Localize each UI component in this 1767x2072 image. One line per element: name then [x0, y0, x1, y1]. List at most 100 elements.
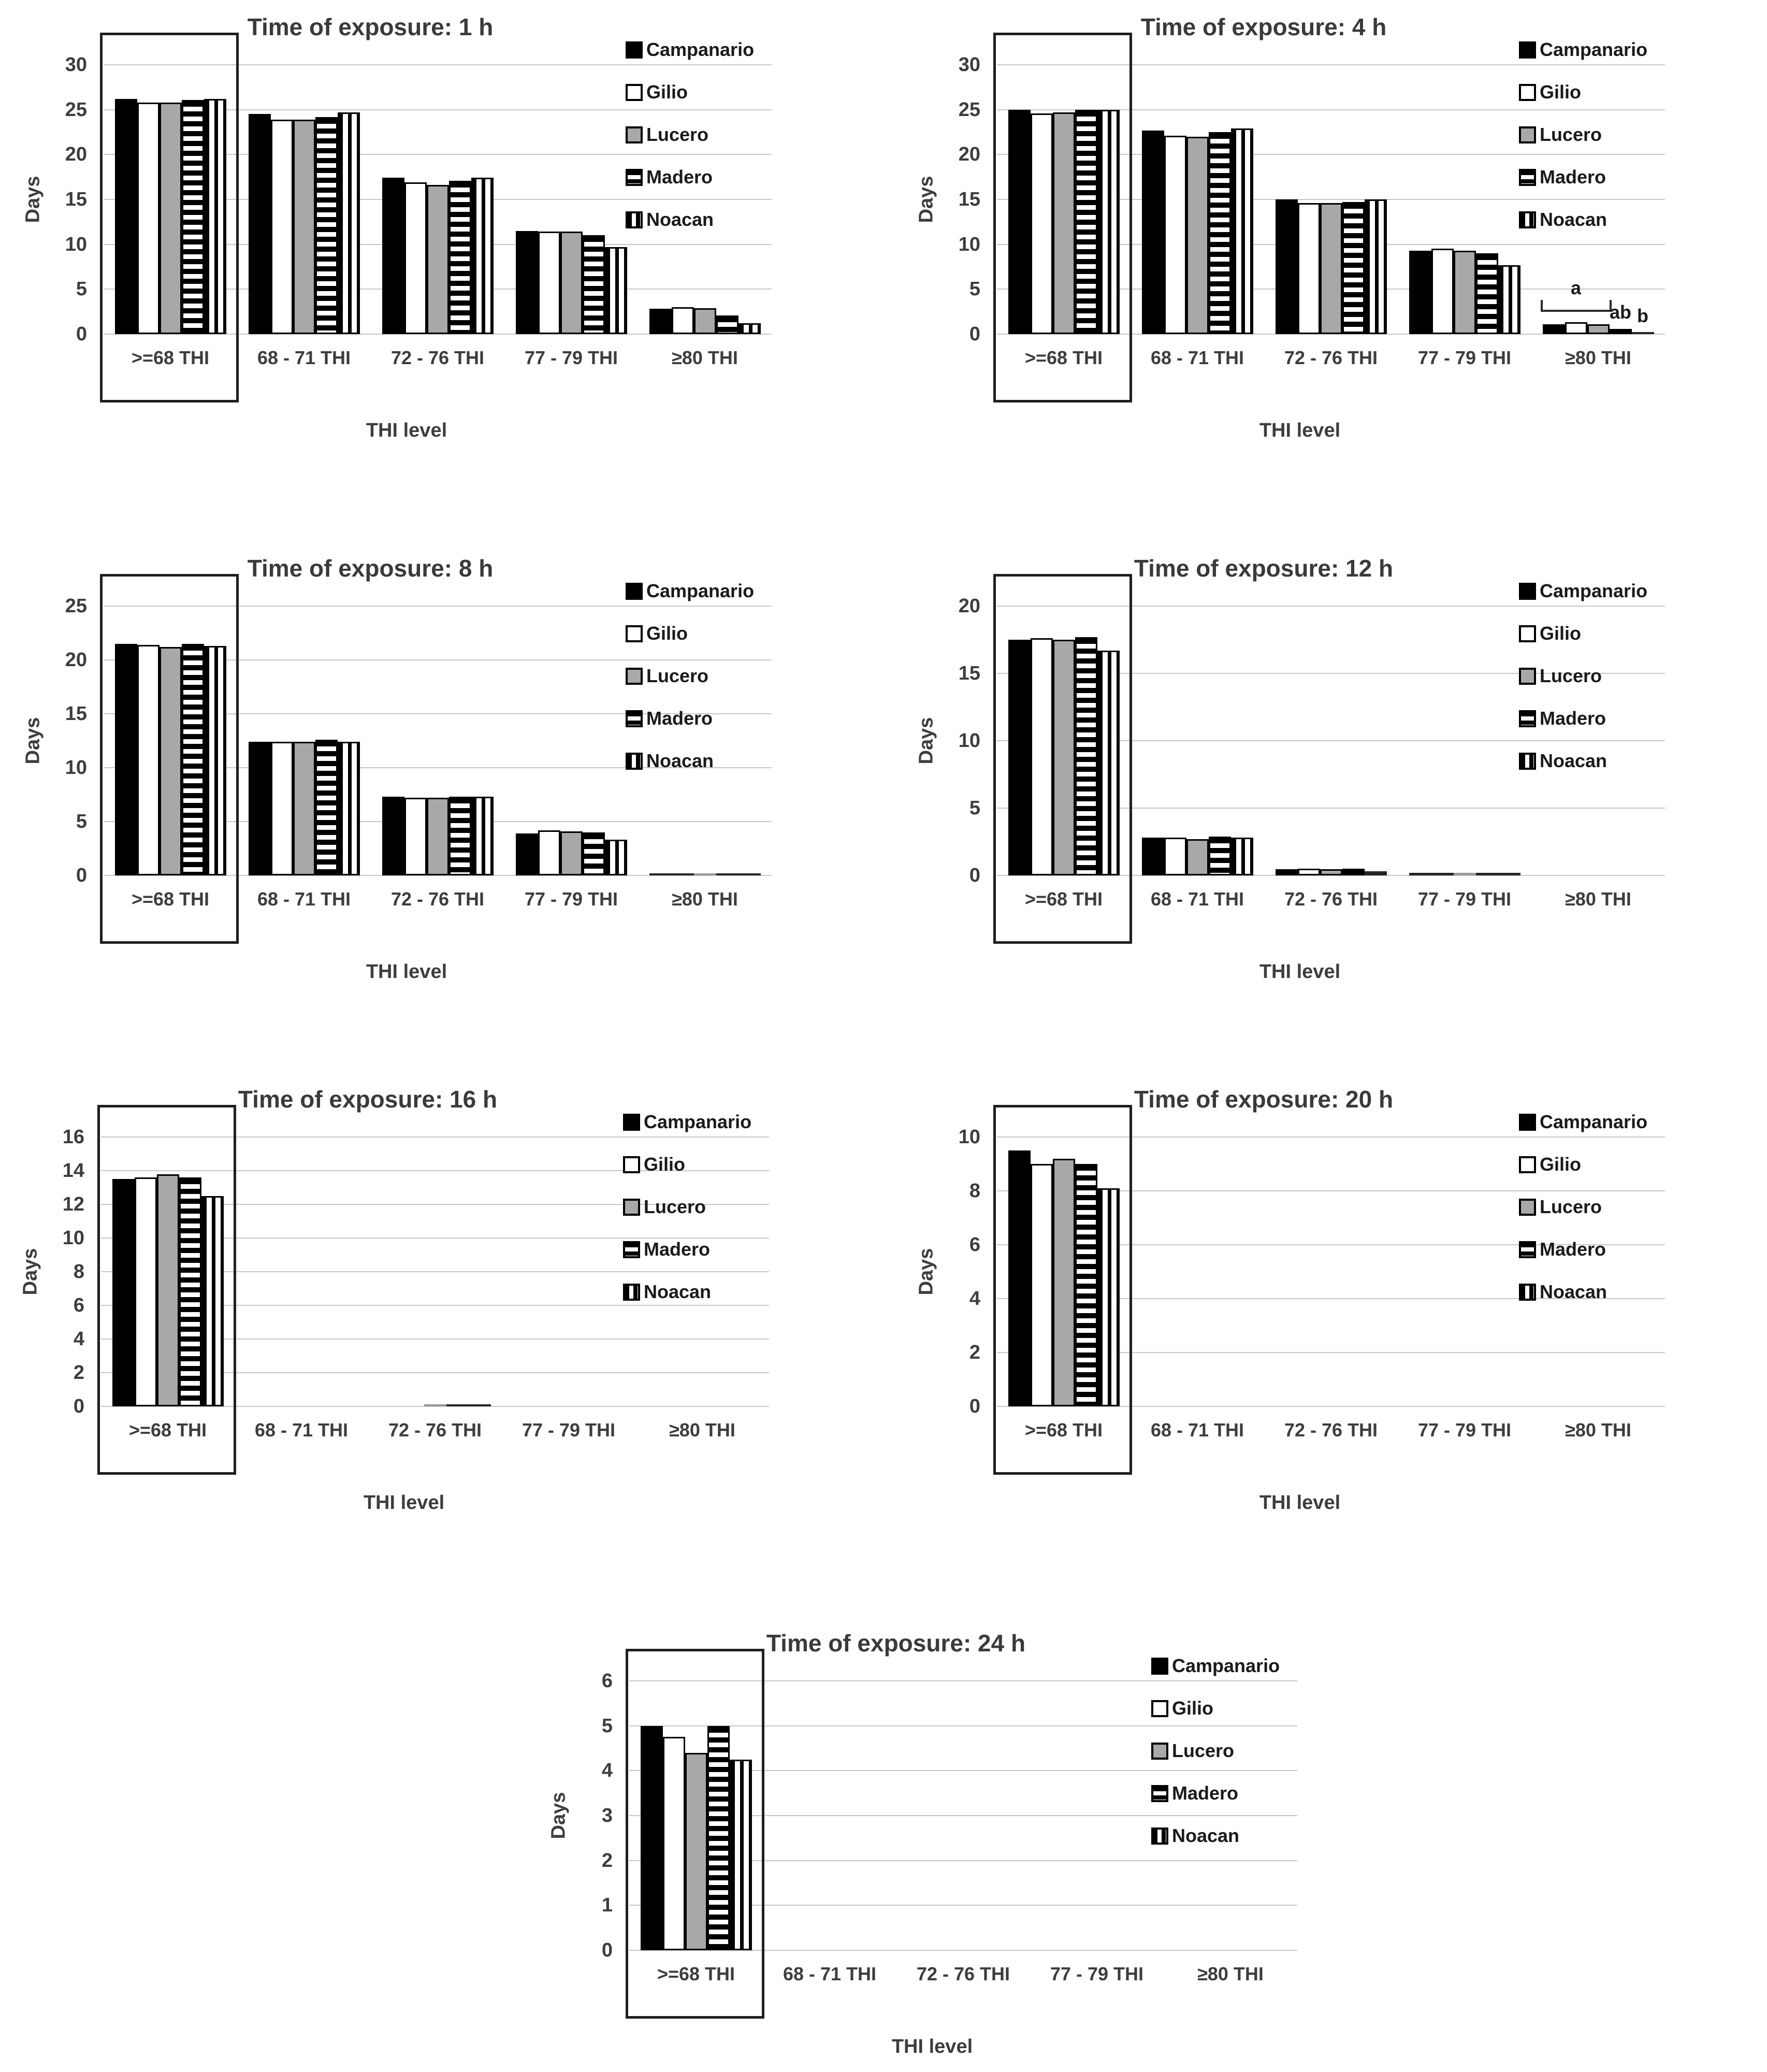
- gridline: [629, 1860, 1297, 1861]
- chart-exposure-12h: Time of exposure: 12 h Days 0 5 10 15 20 >=6…: [909, 549, 1763, 1031]
- category-label: 77 - 79 THI: [524, 347, 618, 368]
- legend-label: Lucero: [646, 124, 709, 145]
- bar-noacan: [1498, 265, 1520, 334]
- annotation-label: a: [1570, 277, 1582, 299]
- legend-label: Noacan: [644, 1281, 712, 1302]
- category-label: ≥80 THI: [1197, 1963, 1264, 1984]
- y-tick-label: 5: [969, 797, 980, 819]
- y-tick-label: 1: [601, 1894, 613, 1917]
- legend-swatch-gilio: [1519, 1156, 1536, 1173]
- highlight-box: [993, 1105, 1132, 1475]
- bar-campanario: [1141, 838, 1164, 875]
- legend-label: Madero: [1172, 1782, 1239, 1804]
- bar-noacan: [1631, 332, 1654, 334]
- bar-noacan: [1230, 838, 1253, 875]
- bar-gilio: [404, 798, 427, 875]
- y-tick-label: 12: [62, 1193, 84, 1215]
- y-tick-label: 14: [62, 1160, 84, 1182]
- category-label: 68 - 71 THI: [1150, 1419, 1244, 1441]
- bar-campanario: [248, 114, 271, 334]
- bar-lucero: [159, 647, 182, 875]
- bar-noacan: [468, 1404, 491, 1406]
- legend-swatch-gilio: [626, 83, 643, 101]
- bar-campanario: [649, 873, 672, 875]
- y-tick-label: 6: [73, 1294, 84, 1316]
- y-tick-label: 5: [76, 278, 87, 300]
- chart-title: Time of exposure: 1 h: [247, 13, 494, 40]
- bar-noacan: [1097, 650, 1120, 875]
- gridline: [997, 1244, 1665, 1245]
- legend: Campanario Gilio Lucero Madero Noacan: [626, 579, 776, 792]
- bar-campanario: [1542, 324, 1565, 334]
- legend-swatch-noacan: [623, 1283, 640, 1301]
- legend-label: Lucero: [1540, 1196, 1602, 1217]
- bar-noacan: [738, 873, 761, 875]
- bar-madero: [582, 235, 605, 334]
- bar-campanario: [114, 98, 137, 334]
- bar-campanario: [1141, 130, 1164, 334]
- bar-madero: [181, 99, 204, 334]
- y-tick-label: 6: [969, 1234, 980, 1256]
- y-tick-label: 15: [65, 703, 87, 725]
- y-tick-label: 30: [958, 54, 980, 76]
- legend-label: Gilio: [644, 1154, 685, 1175]
- gridline: [629, 1905, 1297, 1906]
- legend-item: Gilio: [626, 80, 776, 104]
- bar-gilio: [538, 830, 560, 875]
- category-label: ≥80 THI: [1565, 1419, 1631, 1441]
- legend-item: Noacan: [626, 749, 776, 773]
- annotation-label: ab: [1609, 301, 1631, 323]
- y-tick-label: 3: [601, 1805, 613, 1826]
- y-tick-label: 6: [601, 1670, 613, 1692]
- gridline: [997, 1190, 1665, 1191]
- gridline: [629, 1725, 1297, 1726]
- legend-label: Noacan: [1540, 209, 1607, 230]
- legend-swatch-campanario: [1519, 41, 1536, 59]
- legend-swatch-gilio: [1519, 625, 1536, 642]
- legend-label: Campanario: [646, 39, 755, 60]
- bar-campanario: [1008, 1150, 1031, 1406]
- bar-noacan: [471, 178, 494, 334]
- x-axis-title: THI level: [366, 961, 447, 983]
- x-axis-title: THI level: [366, 420, 447, 441]
- gridline: [997, 1298, 1665, 1299]
- y-tick-label: 25: [958, 98, 980, 121]
- bar-madero: [716, 315, 738, 334]
- legend-item: Gilio: [626, 622, 776, 645]
- legend-swatch-gilio: [623, 1156, 640, 1173]
- legend-item: Campanario: [626, 38, 776, 62]
- highlight-box: [97, 1105, 236, 1475]
- category-label: 68 - 71 THI: [1150, 347, 1244, 368]
- bar-campanario: [515, 833, 538, 875]
- bar-noacan: [604, 840, 627, 875]
- gridline: [997, 1352, 1665, 1353]
- gridline: [104, 875, 772, 876]
- category-label: 68 - 71 THI: [257, 347, 351, 368]
- bar-gilio: [137, 102, 160, 334]
- category-label: 77 - 79 THI: [1417, 347, 1512, 368]
- legend-swatch-noacan: [626, 211, 643, 228]
- category-label: 68 - 71 THI: [783, 1963, 877, 1984]
- y-tick-label: 2: [969, 1342, 980, 1363]
- chart-title: Time of exposure: 4 h: [1140, 13, 1387, 40]
- y-tick-label: 8: [969, 1180, 980, 1202]
- bar-noacan: [204, 98, 226, 334]
- gridline: [104, 767, 772, 768]
- y-tick-label: 0: [76, 323, 87, 345]
- gridline: [629, 1950, 1297, 1951]
- chart-title: Time of exposure: 20 h: [1134, 1086, 1394, 1113]
- bar-noacan: [1364, 871, 1387, 875]
- bar-lucero: [1052, 1158, 1075, 1406]
- legend-label: Campanario: [1540, 39, 1648, 60]
- legend-item: Madero: [1519, 165, 1669, 189]
- legend-label: Madero: [1540, 1239, 1606, 1260]
- legend-item: Lucero: [626, 664, 776, 688]
- gridline: [997, 109, 1665, 110]
- highlight-box: [626, 1649, 764, 2019]
- legend-item: Madero: [1519, 707, 1669, 730]
- bar-campanario: [114, 643, 137, 875]
- category-label: >=68 THI: [1024, 1419, 1103, 1441]
- gridline: [104, 154, 772, 155]
- legend-swatch-campanario: [623, 1113, 640, 1131]
